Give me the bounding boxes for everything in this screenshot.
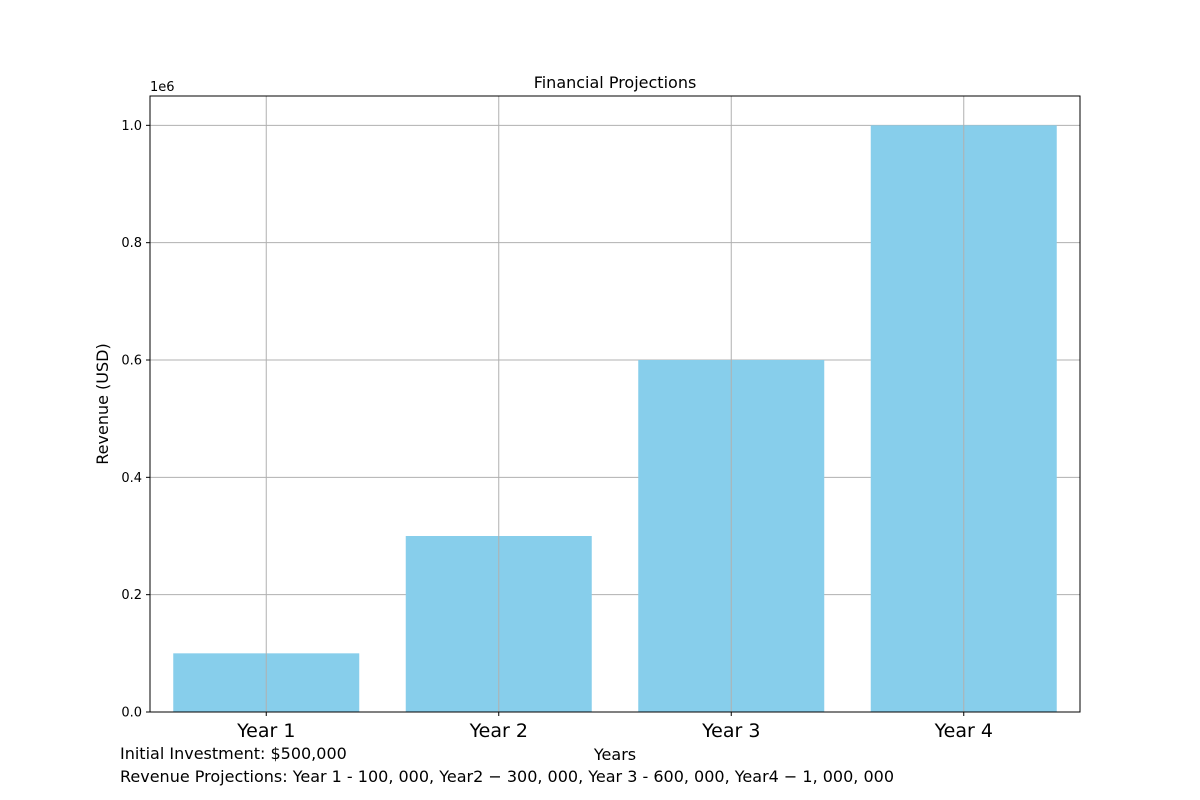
y-tick-label: 0.2 — [121, 588, 142, 603]
y-axis-offset-label: 1e6 — [150, 80, 175, 95]
chart-title: Financial Projections — [534, 73, 697, 92]
y-axis-label: Revenue (USD) — [93, 343, 112, 464]
x-axis-label: Years — [593, 745, 636, 764]
y-tick-label: 0.6 — [121, 354, 142, 369]
y-axis-ticks: 0.0 0.2 0.4 0.6 0.8 1.0 — [121, 119, 150, 721]
x-tick-label: Year 4 — [934, 720, 993, 742]
y-tick-label: 0.4 — [121, 471, 142, 486]
y-tick-label: 1.0 — [121, 119, 142, 134]
y-tick-label: 0.8 — [121, 236, 142, 251]
x-axis-ticks: Year 1 Year 2 Year 3 Year 4 — [236, 712, 993, 742]
x-tick-label: Year 2 — [469, 720, 528, 742]
y-tick-label: 0.0 — [121, 706, 142, 721]
x-tick-label: Year 3 — [701, 720, 760, 742]
x-tick-label: Year 1 — [236, 720, 295, 742]
revenue-projections-note: Revenue Projections: Year 1 - 100, 000, … — [120, 767, 894, 786]
vertical-grid — [265, 96, 965, 712]
bars — [173, 125, 1057, 713]
initial-investment-note: Initial Investment: $500,000 — [120, 744, 347, 763]
plot-frame — [149, 95, 1081, 713]
